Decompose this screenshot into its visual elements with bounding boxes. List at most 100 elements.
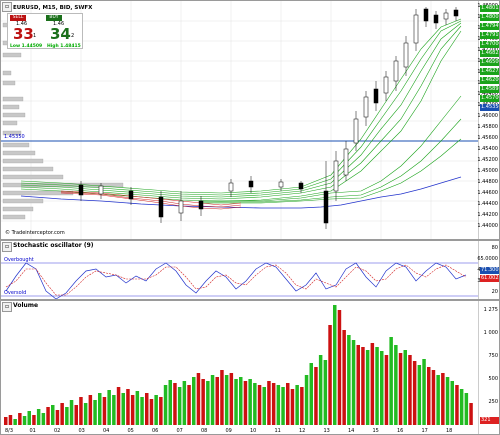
axis-price-tag: 61.0023 — [480, 275, 500, 282]
volume-bar — [380, 351, 384, 425]
axis-tick-label: 1.44200 — [477, 212, 498, 218]
volume-bar — [459, 389, 464, 425]
volume-bar — [135, 391, 140, 425]
volume-bar — [365, 350, 370, 425]
volume-bar — [248, 379, 252, 425]
axis-tick-label: 1.44600 — [477, 190, 498, 196]
axis-tick-label: 1.44800 — [477, 179, 498, 185]
volume-bar — [323, 360, 328, 425]
oversold-label: Oversold — [4, 290, 27, 296]
panel-menu-icon[interactable]: ▫ — [2, 2, 12, 12]
volume-panel[interactable]: ▫ Volume 1 275 1 000 750 500 250 321 8/3 01 02 0… — [0, 300, 500, 435]
time-axis-label: 18 — [446, 428, 453, 434]
stochastic-menu-icon[interactable]: ▫ — [2, 242, 12, 252]
stochastic-svg — [1, 262, 481, 299]
volume-bar — [159, 397, 163, 425]
sell-price-prefix: 1.46 — [16, 21, 28, 27]
axis-price-tag: 1.47949 — [480, 23, 500, 30]
time-axis-label: 05 — [127, 428, 134, 434]
volume-bar — [130, 395, 135, 425]
volume-bar — [177, 387, 182, 425]
volume-bar — [13, 419, 17, 425]
volume-bar — [201, 379, 205, 425]
volume-title: Volume — [13, 302, 39, 309]
axis-tick-label: 65.0000 — [477, 256, 498, 262]
volume-bar — [69, 400, 74, 425]
time-axis-label: 04 — [103, 428, 110, 434]
volume-bar — [243, 381, 248, 425]
volume-bar — [455, 385, 459, 425]
sell-button[interactable]: SELL — [10, 15, 26, 21]
buy-price-sup: 2 — [71, 33, 75, 39]
volume-bar — [276, 385, 281, 425]
axis-tick-label: 1.44400 — [477, 201, 498, 207]
volume-bar — [55, 410, 60, 425]
sell-price-big[interactable]: 33 — [13, 25, 34, 43]
volume-bar — [286, 383, 290, 425]
volume-bar — [257, 385, 262, 425]
axis-price-tag: 1.45350 — [480, 104, 500, 111]
axis-price-tag: 1.48001 — [480, 14, 500, 21]
stochastic-panel[interactable]: ▫ Stochastic oscillator (9) Overbought O… — [0, 240, 500, 300]
time-axis-label: 08 — [201, 428, 208, 434]
volume-bar — [192, 377, 196, 425]
buy-button[interactable]: BUY — [46, 15, 62, 21]
price-chart-panel[interactable]: ▫ EURUSD, M15, BID, SWFX — [0, 0, 500, 240]
time-axis-label: 16 — [397, 428, 404, 434]
volume-bar — [41, 413, 46, 425]
sell-price-sup: 1 — [33, 33, 37, 39]
price-axis: 1.480001.478001.476001.474001.472001.470… — [477, 1, 500, 239]
volume-bar — [234, 379, 238, 425]
volume-bar — [196, 373, 201, 425]
volume-bar — [8, 415, 13, 425]
buy-price-big[interactable]: 34 — [50, 25, 71, 43]
volume-bar — [27, 411, 31, 425]
volume-bar — [220, 370, 224, 425]
volume-bar — [46, 407, 50, 425]
volume-bar — [206, 381, 210, 425]
volume-bar — [309, 363, 313, 425]
volume-bar — [262, 387, 266, 425]
axis-tick-label: 1.44000 — [477, 223, 498, 229]
axis-tick-label: 1.45000 — [477, 168, 498, 174]
volume-bar — [168, 380, 172, 425]
volume-bar — [333, 305, 337, 425]
axis-price-tag: 1.47910 — [480, 32, 500, 39]
volume-bar — [116, 387, 121, 425]
volume-bar — [427, 367, 431, 425]
volume-menu-icon[interactable]: ▫ — [2, 302, 12, 312]
buy-price-prefix: 1.46 — [53, 21, 65, 27]
volume-bar — [98, 393, 102, 425]
volume-bar — [187, 385, 191, 425]
volume-bar — [51, 405, 55, 425]
volume-bar — [154, 395, 158, 425]
time-axis-label: 14 — [348, 428, 355, 434]
volume-bar — [121, 393, 125, 425]
volume-bar — [36, 409, 41, 425]
stoch-d-line — [5, 264, 467, 296]
volume-bar — [163, 385, 168, 425]
volume-bar — [347, 335, 351, 425]
volume-bar — [224, 375, 229, 425]
volume-bar — [384, 355, 389, 425]
time-axis-label: 07 — [176, 428, 183, 434]
volume-bar — [102, 397, 107, 425]
axis-price-tag: 1.48015 — [480, 5, 500, 12]
axis-tick-label: 500 — [488, 376, 498, 382]
high-label: High 1.48415 — [47, 44, 81, 49]
axis-price-tag: 321 — [480, 417, 499, 424]
volume-bar — [403, 350, 407, 425]
volume-bar — [93, 400, 97, 425]
time-axis-label: 15 — [372, 428, 379, 434]
axis-price-tag: 1.45891 — [480, 86, 500, 93]
volume-bar — [464, 393, 469, 425]
level-line-label: 1.45350 — [4, 134, 25, 140]
volume-axis: 1 275 1 000 750 500 250 321 — [478, 301, 499, 434]
volume-bar — [239, 377, 243, 425]
stochastic-title: Stochastic oscillator (9) — [13, 242, 94, 249]
volume-bar — [370, 343, 375, 425]
volume-bar — [107, 390, 111, 425]
axis-tick-label: 1.45800 — [477, 124, 498, 130]
volume-bar — [60, 403, 64, 425]
